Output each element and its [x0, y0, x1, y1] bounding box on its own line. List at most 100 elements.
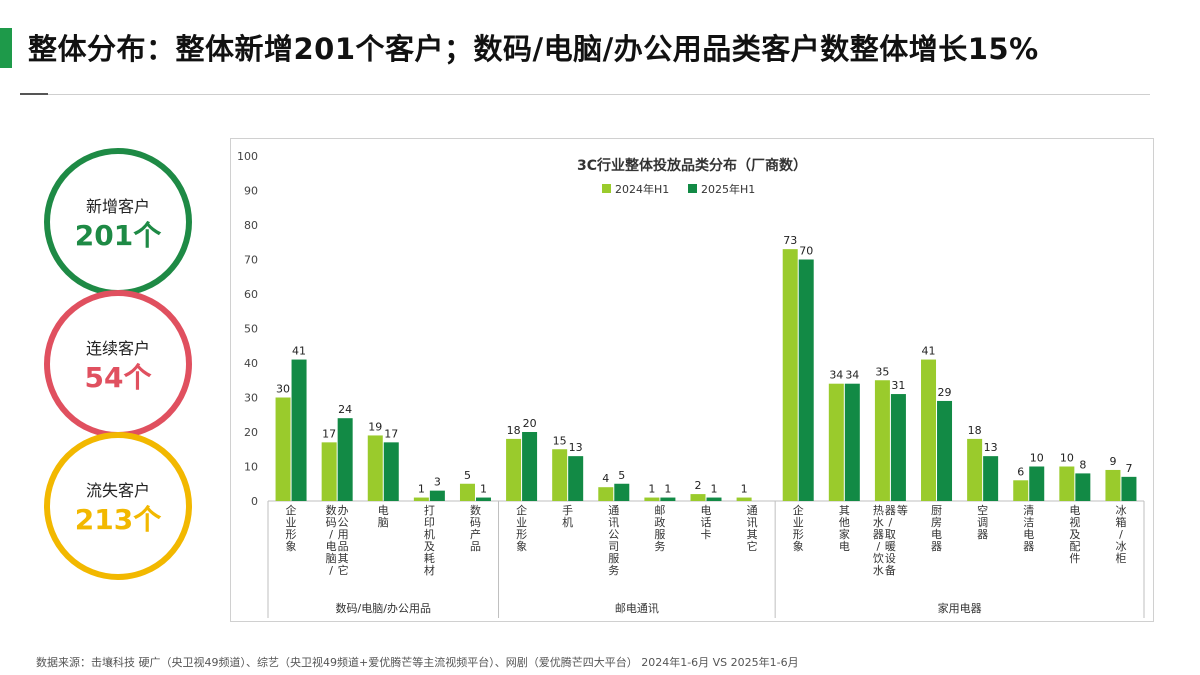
page-title: 整体分布：整体新增201个客户；数码/电脑/办公用品类客户数整体增长15%: [28, 32, 1039, 66]
bar: [828, 383, 844, 501]
category-label: 电视及配件: [1069, 504, 1080, 565]
category-label: 手机: [562, 503, 573, 529]
bar: [367, 435, 383, 501]
category-label: 厨房电器: [931, 504, 942, 553]
bar: [429, 490, 445, 501]
bar: [568, 456, 584, 501]
bar: [614, 483, 630, 501]
data-label: 70: [799, 245, 813, 258]
category-label: 企业形象: [286, 503, 297, 553]
data-label: 17: [322, 427, 336, 440]
y-tick-label: 80: [244, 219, 258, 232]
kpi-label: 流失客户: [85, 481, 150, 501]
category-label: 电话卡: [701, 504, 712, 541]
category-distribution-chart: 0 10 20 30 40 50 60 70 80 90 100 3C行业整体投放品类分布（厂商数） 2…: [237, 150, 1145, 618]
data-label: 34: [845, 369, 859, 382]
data-label: 17: [384, 427, 398, 440]
bar: [736, 497, 752, 501]
category-label: 办公用品其它: [338, 504, 349, 577]
data-label: 4: [602, 472, 609, 485]
kpi-new-customers: 新增客户 201个: [44, 148, 192, 296]
kpi-label: 连续客户: [85, 339, 150, 359]
data-label: 30: [276, 383, 290, 396]
data-label: 9: [1109, 455, 1116, 468]
y-tick-label: 10: [244, 461, 258, 474]
data-label: 1: [741, 483, 748, 496]
data-label: 2: [695, 479, 702, 492]
y-tick-label: 20: [244, 426, 258, 439]
data-label: 1: [711, 483, 718, 496]
y-tick-label: 0: [251, 495, 258, 508]
data-label: 24: [338, 403, 352, 416]
bar: [798, 259, 814, 501]
data-label: 10: [1030, 452, 1044, 465]
data-label: 29: [938, 386, 952, 399]
kpi-value: 201个: [74, 219, 162, 253]
category-label: 通讯其它: [747, 504, 758, 553]
bar: [921, 359, 937, 501]
category-label: 邮政服务: [654, 504, 665, 553]
data-label: 41: [922, 345, 936, 358]
bar: [337, 418, 353, 501]
bar: [1075, 473, 1091, 501]
category-label: 空调器: [977, 503, 988, 541]
bar: [937, 400, 953, 501]
data-label: 18: [968, 424, 982, 437]
data-label: 18: [507, 424, 521, 437]
data-label: 31: [891, 379, 905, 392]
category-label: 清洁电器: [1023, 504, 1034, 553]
data-label: 20: [523, 417, 537, 430]
data-label: 19: [368, 420, 382, 433]
bar: [890, 394, 906, 501]
bar: [459, 483, 475, 501]
bar: [275, 397, 291, 501]
data-label: 34: [829, 369, 843, 382]
legend-swatch: [688, 184, 697, 193]
data-label: 15: [553, 434, 567, 447]
chart-frame: [230, 138, 1154, 622]
category-label: 通讯公司服务: [608, 504, 619, 577]
category-label: 冰箱/冰柜: [1115, 504, 1126, 565]
bar: [874, 380, 890, 501]
title-accent-bar: [0, 28, 12, 68]
kpi-value: 54个: [84, 361, 152, 395]
bar: [1013, 480, 1029, 501]
data-label: 7: [1125, 462, 1132, 475]
group-label: 家用电器: [938, 601, 982, 615]
y-tick-label: 50: [244, 323, 258, 336]
data-label: 1: [418, 483, 425, 496]
category-label: 数码产品: [470, 504, 481, 553]
bar: [291, 359, 307, 501]
kpi-value: 213个: [74, 503, 162, 537]
data-label: 13: [569, 441, 583, 454]
bar: [1029, 466, 1045, 501]
y-tick-label: 30: [244, 392, 258, 405]
bar: [552, 449, 568, 501]
category-label: 企业形象: [793, 503, 804, 553]
category-label: 等: [897, 503, 908, 517]
data-label: 5: [618, 469, 625, 482]
data-label: 41: [292, 345, 306, 358]
chart-title: 3C行业整体投放品类分布（厂商数）: [577, 157, 807, 174]
kpi-continuing-customers: 连续客户 54个: [44, 290, 192, 438]
bar: [506, 438, 522, 501]
bar: [844, 383, 860, 501]
data-label: 1: [480, 483, 487, 496]
y-tick-label: 60: [244, 288, 258, 301]
bar: [644, 497, 660, 501]
data-label: 3: [434, 476, 441, 489]
bar: [1059, 466, 1075, 501]
y-tick-label: 40: [244, 357, 258, 370]
kpi-label: 新增客户: [85, 197, 150, 217]
bar: [1121, 476, 1137, 501]
bar: [690, 494, 706, 501]
category-label: 热水器/饮水: [873, 504, 884, 577]
data-label: 1: [648, 483, 655, 496]
data-source-note: 数据来源：击壤科技 硬广（央卫视49频道）、综艺（央卫视49频道+爱优腾芒等主流…: [36, 656, 799, 669]
title-divider-accent: [20, 93, 48, 95]
bar: [475, 497, 491, 501]
bar: [383, 442, 399, 501]
y-tick-label: 70: [244, 254, 258, 267]
bar: [967, 438, 983, 501]
category-label: 器/取暖设备: [885, 504, 896, 577]
